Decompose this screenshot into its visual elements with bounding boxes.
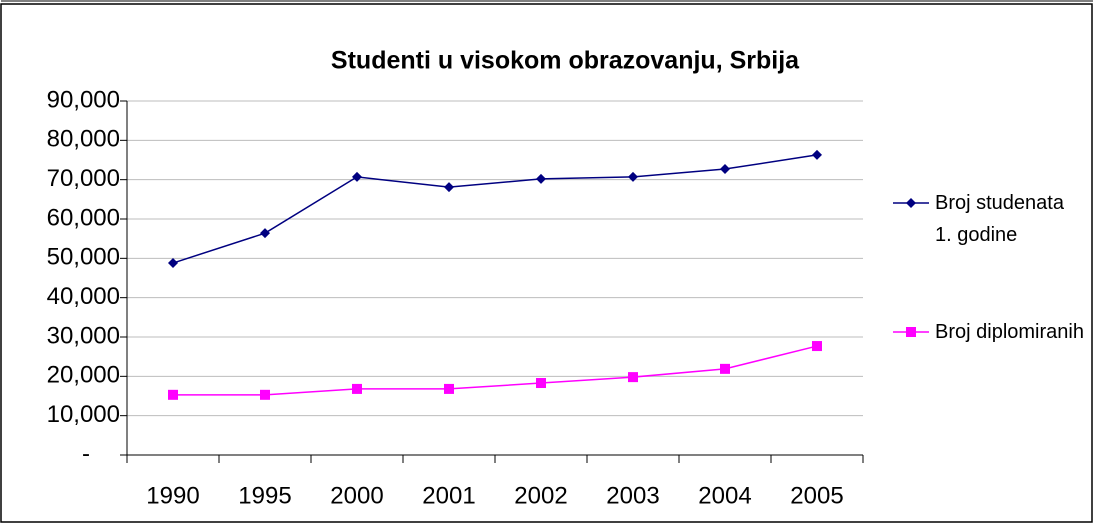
marker bbox=[628, 171, 638, 182]
x-tick-label: 1995 bbox=[238, 482, 291, 509]
marker bbox=[720, 164, 730, 175]
x-tick-label: 2001 bbox=[422, 482, 475, 509]
marker bbox=[260, 228, 270, 239]
marker bbox=[720, 363, 730, 374]
legend-marker bbox=[906, 327, 916, 337]
x-tick-label: 1990 bbox=[146, 482, 199, 509]
marker bbox=[444, 182, 454, 193]
y-tick-label: 50,000 bbox=[47, 244, 120, 271]
x-tick-label: 2005 bbox=[790, 482, 843, 509]
y-tick-label: - bbox=[82, 440, 90, 467]
marker bbox=[260, 389, 270, 400]
y-tick-label: 10,000 bbox=[47, 401, 120, 428]
y-tick-label: 20,000 bbox=[47, 362, 120, 389]
x-tick-label: 2002 bbox=[514, 482, 567, 509]
legend-label: Broj studenata 1. godine bbox=[935, 192, 1064, 246]
marker bbox=[168, 258, 178, 269]
marker bbox=[536, 378, 546, 389]
y-tick-label: 30,000 bbox=[47, 322, 120, 349]
x-tick-label: 2004 bbox=[698, 482, 751, 509]
marker bbox=[352, 171, 362, 182]
marker bbox=[812, 341, 822, 352]
marker bbox=[168, 389, 178, 400]
y-tick-label: 80,000 bbox=[47, 126, 120, 153]
y-tick-label: 60,000 bbox=[47, 204, 120, 231]
marker bbox=[444, 383, 454, 394]
series-line bbox=[172, 154, 818, 264]
marker bbox=[628, 372, 638, 383]
legend-label: Broj diplomiranih bbox=[935, 321, 1084, 343]
x-tick-label: 2003 bbox=[606, 482, 659, 509]
y-tick-label: 90,000 bbox=[47, 86, 120, 113]
legend-marker bbox=[906, 198, 916, 208]
y-tick-label: 40,000 bbox=[47, 283, 120, 310]
marker bbox=[812, 149, 822, 160]
marker bbox=[536, 173, 546, 184]
chart-title: Studenti u visokom obrazovanju, Srbija bbox=[331, 47, 800, 75]
marker bbox=[352, 383, 362, 394]
x-tick-label: 2000 bbox=[330, 482, 383, 509]
y-tick-label: 70,000 bbox=[47, 165, 120, 192]
chart-border bbox=[0, 3, 1093, 523]
series-line bbox=[173, 345, 818, 396]
